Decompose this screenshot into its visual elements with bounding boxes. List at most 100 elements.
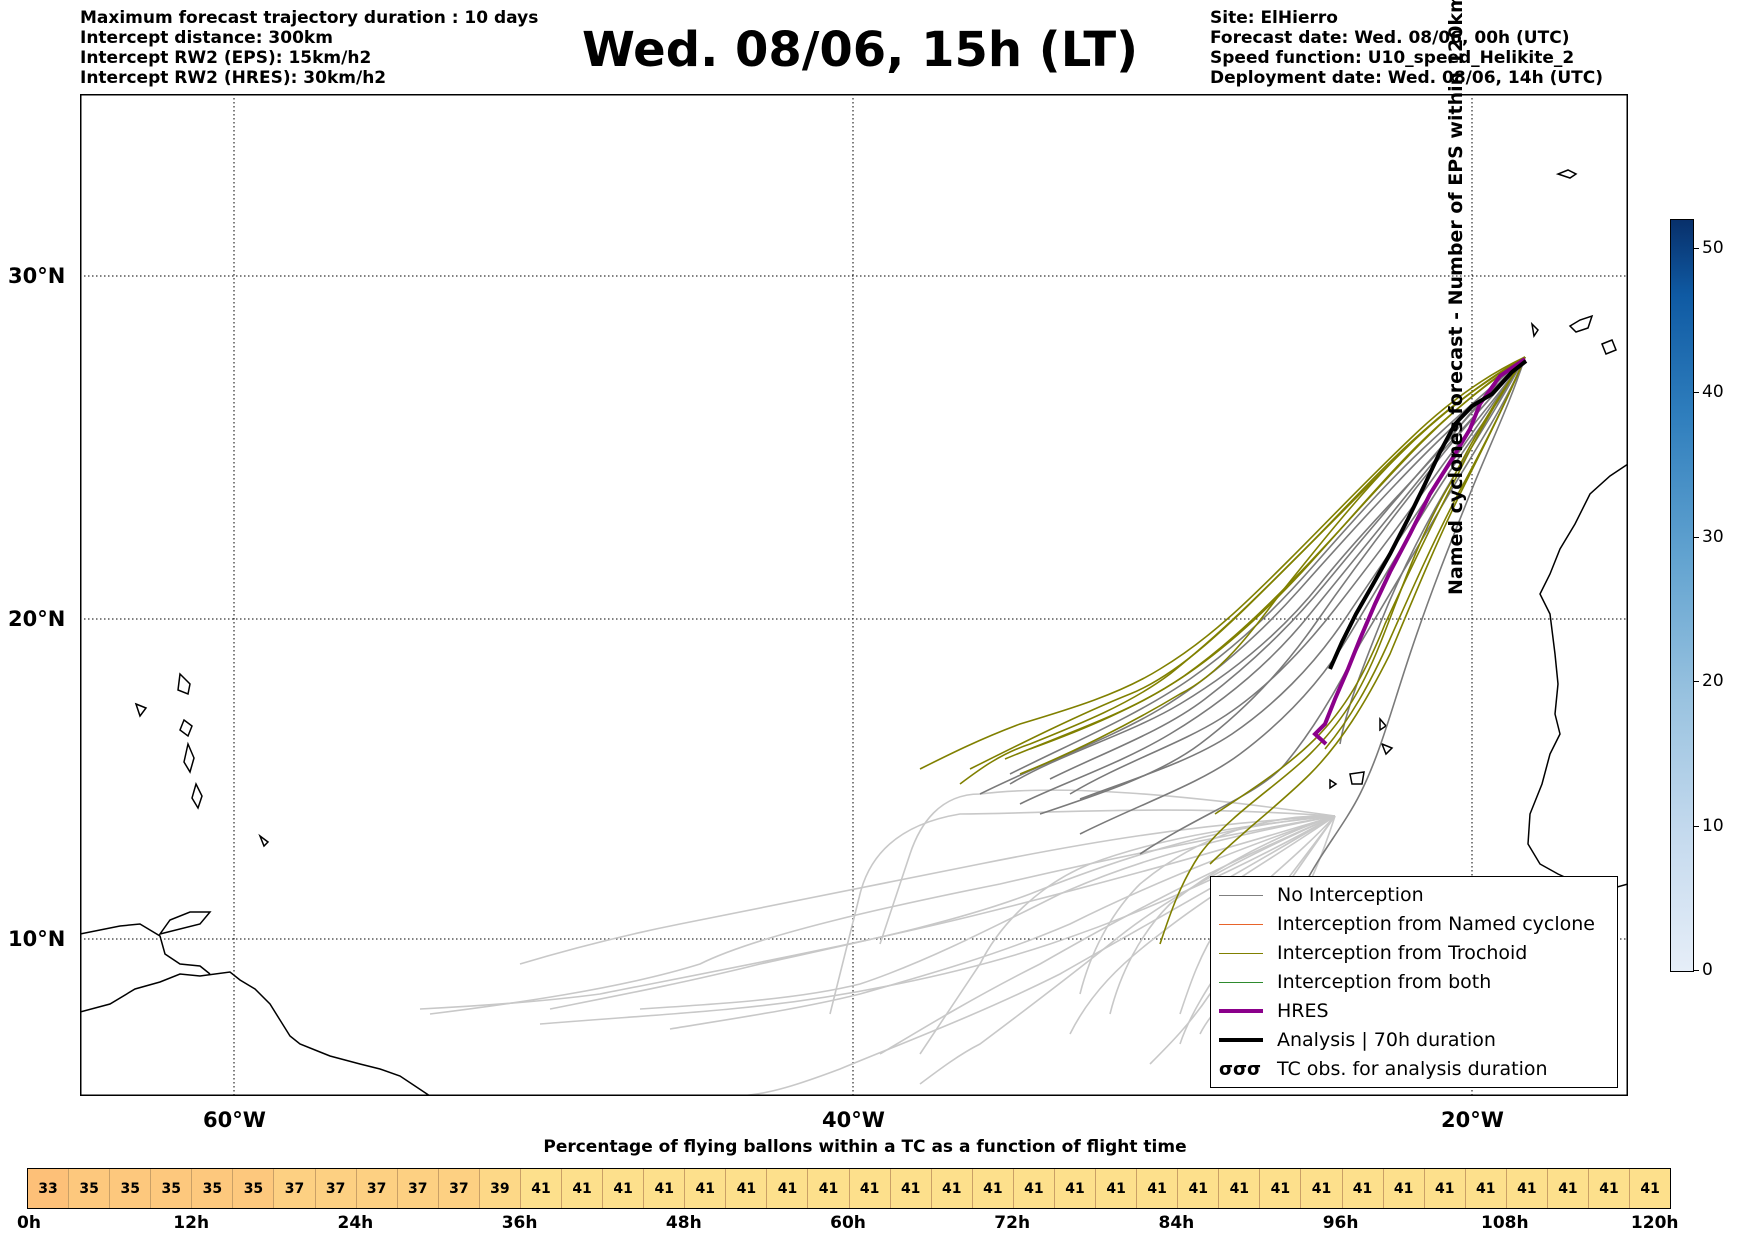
strip-cell: 41 (767, 1169, 809, 1208)
tc-symbol-icon: σσσ (1219, 1058, 1262, 1080)
strip-cell: 37 (397, 1169, 439, 1208)
map-gridlines (80, 94, 1628, 1096)
percentage-strip: 33 35 35 35 35 35 37 37 37 37 37 39 41 41 41 41 41 41 41 41… (27, 1168, 1671, 1209)
island-cape-verde-1 (1379, 716, 1388, 732)
strip-cell: 41 (1301, 1169, 1343, 1208)
time-label: 108h (1481, 1213, 1529, 1233)
intercept-hres-text: Intercept RW2 (HRES): 30km/h2 (80, 68, 387, 88)
intercept-distance-text: Intercept distance: 300km (80, 28, 333, 48)
legend-label: TC obs. for analysis duration (1277, 1058, 1548, 1080)
strip-cell: 41 (890, 1169, 932, 1208)
coastline-trinidad (158, 911, 212, 936)
forecast-info-left: Maximum forecast trajectory duration : 1… (80, 8, 538, 88)
island-lesser-antilles-5 (134, 702, 148, 718)
legend-item-no-interception: No Interception (1219, 882, 1424, 908)
legend-line-hres (1219, 1009, 1263, 1013)
strip-cell: 41 (972, 1169, 1014, 1208)
island-lesser-antilles-3 (191, 781, 203, 810)
legend-line-trochoid (1219, 952, 1263, 954)
colorbar-tick (1693, 392, 1699, 394)
legend-label: No Interception (1277, 884, 1424, 906)
strip-cell: 41 (1054, 1169, 1097, 1208)
legend-label: Interception from Trochoid (1277, 942, 1528, 964)
speed-function-text: Speed function: U10_speed_Helikite_2 (1210, 48, 1575, 68)
lon-label-20w: 20°W (1441, 1108, 1504, 1132)
lon-label-40w: 40°W (822, 1108, 885, 1132)
time-label: 0h (17, 1213, 41, 1233)
time-label: 48h (665, 1213, 702, 1233)
time-label: 72h (994, 1213, 1031, 1233)
island-canary-3 (1530, 321, 1539, 338)
time-label: 120h (1630, 1213, 1679, 1233)
page-title: Wed. 08/06, 15h (LT) (581, 22, 1139, 78)
island-canary-2 (1601, 339, 1617, 355)
strip-cell: 35 (233, 1169, 275, 1208)
legend-item-tc-obs: σσσ TC obs. for analysis duration (1219, 1056, 1548, 1082)
strip-cell: 41 (849, 1169, 891, 1208)
legend-label: Analysis | 70h duration (1277, 1029, 1496, 1051)
max-duration-text: Maximum forecast trajectory duration : 1… (80, 8, 539, 28)
strip-cell: 37 (438, 1169, 480, 1208)
legend-label: Interception from both (1277, 971, 1492, 993)
strip-cell: 35 (151, 1169, 193, 1208)
strip-cell: 41 (1547, 1169, 1589, 1208)
strip-cell: 41 (931, 1169, 973, 1208)
strip-cell: 41 (603, 1169, 645, 1208)
lat-label-30n: 30°N (8, 264, 66, 288)
strip-cell: 41 (1178, 1169, 1220, 1208)
strip-cell: 41 (1588, 1169, 1631, 1208)
colorbar-title: Named cyclones forecast - Number of EPS … (1445, 0, 1468, 595)
strip-cell: 41 (1465, 1169, 1507, 1208)
colorbar-tick (1693, 970, 1699, 971)
lat-label-20n: 20°N (8, 607, 66, 631)
island-madeira (1555, 169, 1578, 179)
island-lesser-antilles-1 (177, 672, 191, 696)
time-label: 60h (830, 1213, 866, 1233)
strip-cell: 41 (562, 1169, 604, 1208)
forecast-date-text: Forecast date: Wed. 08/06, 00h (UTC) (1210, 28, 1570, 48)
colorbar-tick (1693, 247, 1699, 249)
legend-item-analysis: Analysis | 70h duration (1219, 1027, 1496, 1053)
lon-label-60w: 60°W (203, 1108, 266, 1132)
deployment-date-text: Deployment date: Wed. 08/06, 14h (UTC) (1210, 68, 1604, 88)
legend-label: HRES (1277, 1000, 1329, 1022)
strip-cell: 41 (520, 1169, 563, 1208)
coastline-africa (1527, 463, 1628, 890)
strip-cell: 41 (685, 1169, 727, 1208)
strip-cell: 37 (274, 1169, 316, 1208)
strip-cell: 41 (1096, 1169, 1138, 1208)
map-border (80, 94, 1628, 1096)
strip-cell: 41 (1260, 1169, 1302, 1208)
strip-cell: 41 (1342, 1169, 1384, 1208)
legend-item-named-cyclone: Interception from Named cyclone (1219, 911, 1595, 937)
legend-item-both: Interception from both (1219, 969, 1491, 995)
strip-cell: 39 (479, 1169, 521, 1208)
site-text: Site: ElHierro (1210, 8, 1338, 28)
time-label: 36h (501, 1213, 538, 1233)
strip-cell: 37 (315, 1169, 357, 1208)
island-lesser-antilles-6 (258, 833, 270, 848)
coastline-venezuela-north (80, 923, 211, 975)
intercept-eps-text: Intercept RW2 (EPS): 15km/h2 (80, 48, 372, 68)
island-cape-verde-2 (1380, 742, 1394, 756)
colorbar-tick (1693, 825, 1699, 827)
strip-cell: 41 (1137, 1169, 1179, 1208)
strip-cell: 35 (110, 1169, 152, 1208)
legend-item-trochoid: Interception from Trochoid (1219, 940, 1527, 966)
colorbar-tick-label: 30 (1702, 526, 1724, 547)
map-canvas[interactable] (80, 94, 1628, 1096)
legend-line-both (1219, 981, 1263, 983)
strip-cell: 41 (1424, 1169, 1466, 1208)
light-no-interception-trajectories (419, 789, 1336, 1096)
strip-title: Percentage of flying ballons within a TC… (543, 1137, 1187, 1157)
island-canary-1 (1568, 314, 1594, 333)
colorbar-tick (1693, 681, 1699, 683)
island-cape-verde-4 (1329, 778, 1338, 790)
colorbar (1670, 219, 1694, 972)
time-label: 12h (173, 1213, 210, 1233)
legend-line-analysis (1219, 1038, 1263, 1042)
coastlines (80, 169, 1628, 1096)
time-label: 24h (337, 1213, 374, 1233)
colorbar-tick-label: 0 (1702, 960, 1713, 980)
strip-cell: 41 (808, 1169, 850, 1208)
